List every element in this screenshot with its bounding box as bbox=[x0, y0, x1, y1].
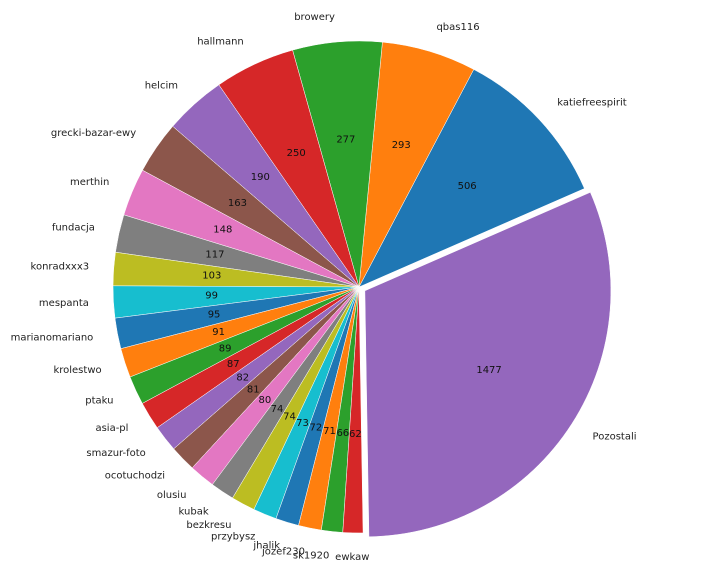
slice-label-jhalik: jhalik bbox=[252, 540, 280, 551]
slice-label-browery: browery bbox=[294, 12, 335, 23]
pie-slice-pozostali bbox=[364, 191, 612, 538]
slice-value-kubak: 74 bbox=[271, 404, 284, 415]
slice-value-jhalik: 72 bbox=[310, 423, 323, 434]
slice-value-smazur-foto: 82 bbox=[236, 372, 249, 383]
slice-label-marianomariano: marianomariano bbox=[11, 333, 94, 344]
slice-label-pozostali: Pozostali bbox=[593, 432, 637, 443]
slice-label-helcim: helcim bbox=[145, 80, 178, 91]
slice-label-qbas116: qbas116 bbox=[436, 22, 479, 33]
slice-value-asia-pl: 87 bbox=[227, 359, 240, 370]
pie-slice-katiefreespirit bbox=[358, 69, 585, 288]
slice-value-ptaku: 89 bbox=[219, 344, 232, 355]
slice-value-hallmann: 250 bbox=[287, 148, 306, 159]
slice-label-merthin: merthin bbox=[70, 177, 109, 188]
slice-value-katiefreespirit: 506 bbox=[458, 181, 477, 192]
slice-value-merthin: 148 bbox=[213, 225, 232, 236]
slice-label-kubak: kubak bbox=[179, 506, 209, 517]
slice-value-ewkaw: 62 bbox=[349, 429, 362, 440]
pie-slice-ewkaw bbox=[342, 286, 364, 534]
slice-value-helcim: 190 bbox=[251, 172, 270, 183]
slice-value-olusiu: 80 bbox=[258, 395, 271, 406]
slice-label-ocotuchodzi: ocotuchodzi bbox=[105, 470, 165, 481]
slice-value-ocotuchodzi: 81 bbox=[247, 384, 260, 395]
slice-value-mespanta: 99 bbox=[205, 291, 218, 302]
slice-value-krolestwo: 91 bbox=[212, 327, 225, 338]
slice-label-katiefreespirit: katiefreespirit bbox=[557, 97, 627, 108]
slice-value-konradxxx3: 103 bbox=[202, 271, 221, 282]
slice-label-sk1920: sk1920 bbox=[293, 550, 329, 561]
slice-label-smazur-foto: smazur-foto bbox=[86, 448, 145, 459]
slice-label-ewkaw: ewkaw bbox=[335, 552, 369, 563]
slice-label-grecki-bazar-ewy: grecki-bazar-ewy bbox=[51, 128, 136, 139]
slice-label-hallmann: hallmann bbox=[197, 37, 244, 48]
slice-label-asia-pl: asia-pl bbox=[95, 423, 128, 434]
slice-label-fundacja: fundacja bbox=[52, 223, 95, 234]
slice-value-jozef230: 71 bbox=[323, 426, 336, 437]
slice-label-bezkresu: bezkresu bbox=[186, 520, 231, 531]
slice-value-fundacja: 117 bbox=[205, 249, 224, 260]
slice-label-przybysz: przybysz bbox=[211, 531, 255, 542]
slice-value-pozostali: 1477 bbox=[476, 365, 501, 376]
slice-value-browery: 277 bbox=[336, 134, 355, 145]
slice-label-krolestwo: krolestwo bbox=[53, 365, 101, 376]
slice-value-przybysz: 73 bbox=[296, 418, 309, 429]
slice-label-konradxxx3: konradxxx3 bbox=[31, 262, 90, 273]
slice-label-ptaku: ptaku bbox=[85, 395, 113, 406]
slice-value-qbas116: 293 bbox=[392, 140, 411, 151]
slice-value-marianomariano: 95 bbox=[208, 309, 221, 320]
slice-value-bezkresu: 74 bbox=[283, 412, 296, 423]
slice-label-mespanta: mespanta bbox=[39, 298, 89, 309]
slice-value-grecki-bazar-ewy: 163 bbox=[228, 198, 247, 209]
slice-value-sk1920: 66 bbox=[336, 428, 349, 439]
slice-label-jozef230: jozef230 bbox=[261, 547, 305, 558]
slice-label-olusiu: olusiu bbox=[157, 490, 187, 501]
